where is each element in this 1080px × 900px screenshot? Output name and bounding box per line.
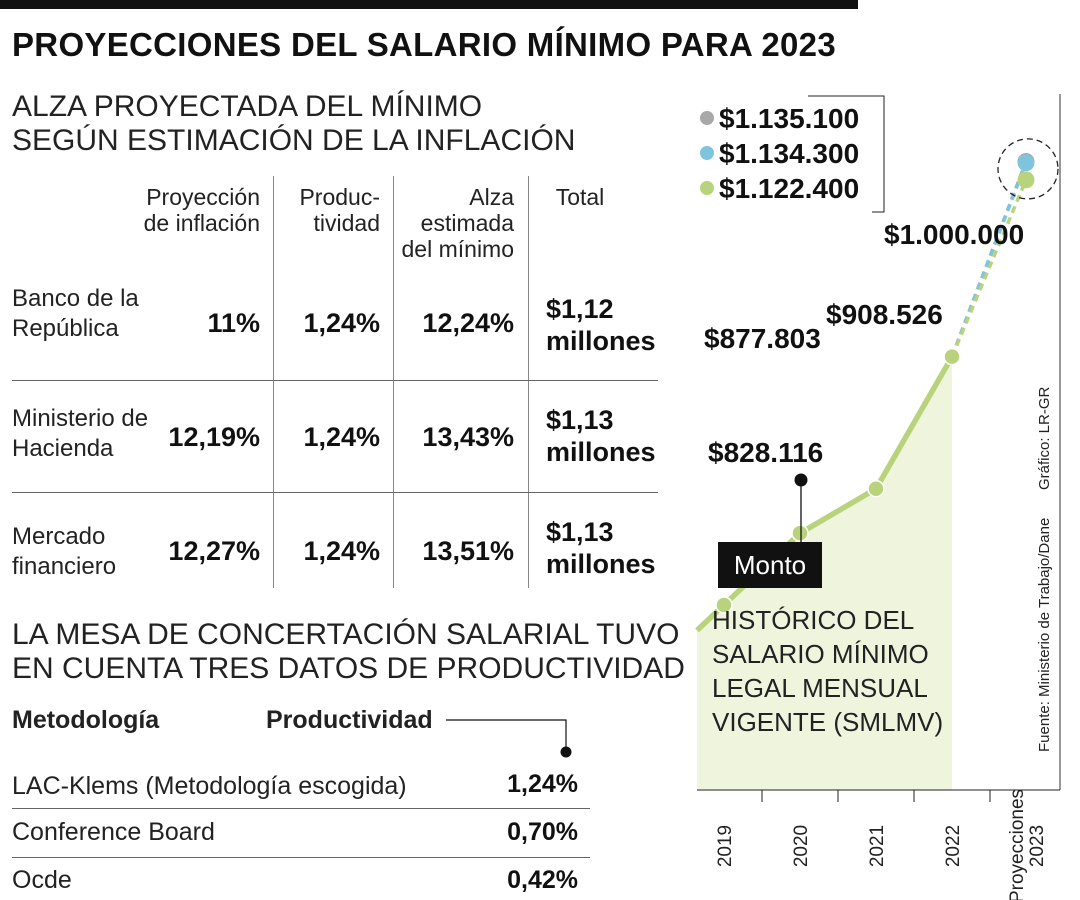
monto-box xyxy=(718,542,822,588)
row-separator xyxy=(12,492,658,493)
data-point xyxy=(867,480,885,498)
data-point xyxy=(715,596,733,614)
header-alza: Alza estimada del mínimo xyxy=(396,184,514,262)
total-unit: millones xyxy=(546,326,656,356)
header-total: Total xyxy=(555,184,605,210)
projection-table-heading: ALZA PROYECTADA DEL MÍNIMO SEGÚN ESTIMAC… xyxy=(12,90,575,158)
x-tick-label: Proyecciones2023 xyxy=(1007,789,1048,900)
projection-point xyxy=(1017,154,1035,172)
productividad-value: 1,24% xyxy=(303,308,380,338)
row-label-line2: República xyxy=(12,315,119,342)
header-alza-line1: Alza xyxy=(469,184,514,210)
productividad-value: 1,24% xyxy=(303,536,380,566)
legend-label: $1.135.100 xyxy=(719,103,859,134)
legend-bracket xyxy=(808,95,885,213)
legend-label: $1.134.300 xyxy=(719,138,859,169)
data-point xyxy=(791,524,809,542)
col-separator xyxy=(393,176,394,588)
projection-point xyxy=(1017,171,1035,189)
table-row-label: Ministerio de Hacienda xyxy=(12,404,162,464)
table-row-label: Banco de la República xyxy=(12,284,162,344)
header-productividad-col: Productividad xyxy=(266,706,433,734)
header-alza-line2: estimada xyxy=(420,210,514,236)
productividad-value: 1,24% xyxy=(303,422,380,452)
credit-note: Gráfico: LR-GR xyxy=(1036,386,1053,490)
projection-line xyxy=(950,179,1028,358)
chart-title-line: LEGAL MENSUAL xyxy=(712,673,928,703)
inflacion-value: 12,19% xyxy=(168,422,260,452)
total-value: $1,12 millones xyxy=(546,293,666,357)
legend-marker xyxy=(700,181,714,195)
legend-marker xyxy=(700,146,714,160)
projection-heading-line1: ALZA PROYECTADA DEL MÍNIMO xyxy=(12,90,483,123)
projection-line xyxy=(950,160,1028,358)
x-tick-label: 2019 xyxy=(715,825,736,867)
legend-label: $1.122.400 xyxy=(719,173,859,204)
total-amount: $1,13 xyxy=(546,405,614,435)
chart-title-line: SALARIO MÍNIMO xyxy=(712,639,929,669)
chart-title-line: VIGENTE (SMLMV) xyxy=(712,707,943,737)
projection-line xyxy=(950,162,1028,358)
productivity-table-heading: LA MESA DE CONCERTACIÓN SALARIAL TUVO EN… xyxy=(12,618,685,686)
header-prod-line1: Produc- xyxy=(299,184,380,210)
data-label: $1.000.000 xyxy=(884,219,1024,250)
alza-value: 13,43% xyxy=(422,422,514,452)
productivity-pointer xyxy=(446,719,572,758)
data-label: $828.116 xyxy=(708,437,823,468)
header-alza-line3: del mínimo xyxy=(401,236,514,262)
method-name: Conference Board xyxy=(12,818,215,846)
legend-marker xyxy=(700,111,714,125)
total-amount: $1,12 xyxy=(546,294,614,324)
total-unit: millones xyxy=(546,549,656,579)
x-tick-label: 2021 xyxy=(867,825,888,867)
row-label-line2: Hacienda xyxy=(12,435,114,462)
chart-title-line: HISTÓRICO DEL xyxy=(712,605,914,635)
data-label: $908.526 xyxy=(826,299,943,330)
row-label-line2: financiero xyxy=(12,553,117,580)
row-separator xyxy=(12,857,590,858)
row-separator xyxy=(12,380,658,381)
productivity-heading-line1: LA MESA DE CONCERTACIÓN SALARIAL TUVO xyxy=(12,618,680,651)
total-amount: $1,13 xyxy=(546,517,614,547)
table-row-label: Mercado financiero xyxy=(12,522,162,582)
total-unit: millones xyxy=(546,437,656,467)
data-label: $877.803 xyxy=(704,323,821,354)
col-separator xyxy=(528,176,529,588)
method-value: 1,24% xyxy=(507,770,578,798)
header-inflacion-line2: de inflación xyxy=(143,210,260,236)
total-value: $1,13 millones xyxy=(546,516,666,580)
method-value: 0,70% xyxy=(507,818,578,846)
col-separator xyxy=(273,176,274,588)
method-name: Ocde xyxy=(12,866,72,894)
header-productividad: Produc- tividad xyxy=(280,184,380,236)
monto-label: Monto xyxy=(734,550,806,580)
header-prod-line2: tividad xyxy=(313,210,380,236)
projection-highlight-ring xyxy=(997,138,1059,200)
row-separator xyxy=(12,808,590,809)
inflacion-value: 11% xyxy=(207,308,260,338)
x-tick-label: 2020 xyxy=(791,825,812,867)
top-rule xyxy=(0,0,858,9)
projection-heading-line2: SEGÚN ESTIMACIÓN DE LA INFLACIÓN xyxy=(12,124,576,157)
productivity-heading-line2: EN CUENTA TRES DATOS DE PRODUCTIVIDAD xyxy=(12,652,685,685)
header-inflacion: Proyección de inflación xyxy=(120,184,260,236)
row-label-line1: Banco de la xyxy=(12,285,139,312)
method-value: 0,42% xyxy=(507,866,578,894)
alza-value: 12,24% xyxy=(422,308,514,338)
method-name: LAC-Klems (Metodología escogida) xyxy=(12,772,407,800)
row-label-line1: Mercado xyxy=(12,523,106,550)
x-tick-label: 2022 xyxy=(943,825,964,867)
row-label-line1: Ministerio de xyxy=(12,405,149,432)
source-note: Fuente: Ministerio de Trabajo/Dane xyxy=(1036,518,1053,752)
total-value: $1,13 millones xyxy=(546,404,666,468)
header-inflacion-line1: Proyección xyxy=(146,184,260,210)
header-metodologia: Metodología xyxy=(12,706,160,734)
history-area xyxy=(697,356,952,790)
alza-value: 13,51% xyxy=(422,536,514,566)
page-title: PROYECCIONES DEL SALARIO MÍNIMO PARA 202… xyxy=(12,26,836,63)
data-point xyxy=(943,347,961,366)
inflacion-value: 12,27% xyxy=(168,536,260,566)
